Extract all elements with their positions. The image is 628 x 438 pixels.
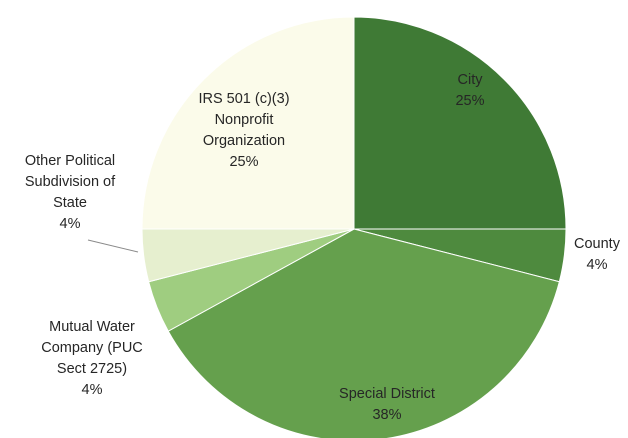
slice-percent-text: 4% <box>82 382 103 398</box>
slice-label: Other Political Subdivision of State 4% <box>25 153 116 232</box>
slice-category-text: Nonprofit <box>215 112 274 128</box>
slice-category-text: Subdivision of <box>25 174 116 190</box>
slice-category-text: City <box>458 72 484 88</box>
slice-percent-text: 4% <box>587 257 608 273</box>
slice-percent-text: 25% <box>455 93 484 109</box>
slice-percent-text: 4% <box>60 216 81 232</box>
slice-category-text: IRS 501 (c)(3) <box>198 91 289 107</box>
slice-category-text: State <box>53 195 87 211</box>
leader-lines <box>87 239 139 253</box>
slice-category-text: Organization <box>203 133 285 149</box>
slice-category-text: Mutual Water <box>49 319 135 335</box>
slice-label: City 25% <box>455 72 484 109</box>
slice-label: Mutual Water Company (PUC Sect 2725) 4% <box>41 319 143 398</box>
slice-category-text: Sect 2725) <box>57 361 127 377</box>
slice-label: County 4% <box>574 236 621 273</box>
slice-category-text: County <box>574 236 621 252</box>
slice-label: Special District 38% <box>339 386 435 423</box>
pie-slices <box>141 16 567 438</box>
slice-category-text: Special District <box>339 386 435 402</box>
leader-line <box>87 239 139 253</box>
slice-label: IRS 501 (c)(3) Nonprofit Organization 25% <box>198 91 289 170</box>
pie-slice <box>141 16 355 230</box>
pie-slice <box>353 16 567 230</box>
slice-category-text: Other Political <box>25 153 115 169</box>
slice-percent-text: 38% <box>372 407 401 423</box>
slice-labels: City 25% County 4% Special District 38% Mutual… <box>25 72 621 423</box>
slice-percent-text: 25% <box>229 154 258 170</box>
pie-slice <box>167 228 560 438</box>
slice-category-text: Company (PUC <box>41 340 143 356</box>
